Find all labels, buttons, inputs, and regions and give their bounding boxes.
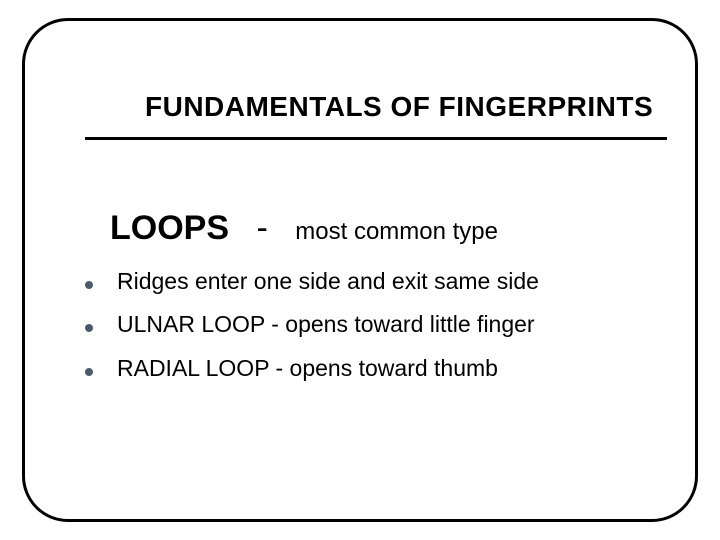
bullet-icon [85,281,93,289]
bullet-text: RADIAL LOOP - opens toward thumb [117,352,498,385]
bullet-icon [85,324,93,332]
bullet-icon [85,368,93,376]
title-underline [85,137,667,140]
list-item: RADIAL LOOP - opens toward thumb [85,352,685,385]
subtitle-separator-2 [280,209,289,247]
slide-subtitle: LOOPS - most common type [110,209,498,248]
subtitle-separator [235,209,244,247]
subtitle-dash: - [256,209,267,247]
bullet-list: Ridges enter one side and exit same side… [85,265,685,395]
bullet-text: ULNAR LOOP - opens toward little finger [117,308,535,341]
slide-frame: FUNDAMENTALS OF FINGERPRINTS LOOPS - mos… [22,18,698,522]
slide-title: FUNDAMENTALS OF FINGERPRINTS [145,91,653,123]
list-item: Ridges enter one side and exit same side [85,265,685,298]
subtitle-main: LOOPS [110,209,229,247]
subtitle-desc: most common type [295,218,498,245]
bullet-text: Ridges enter one side and exit same side [117,265,539,298]
list-item: ULNAR LOOP - opens toward little finger [85,308,685,341]
